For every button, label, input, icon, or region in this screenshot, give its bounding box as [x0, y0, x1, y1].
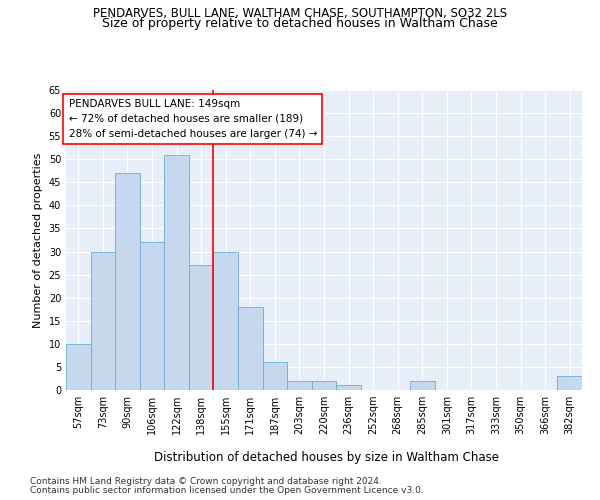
Bar [312, 381, 336, 390]
Text: Size of property relative to detached houses in Waltham Chase: Size of property relative to detached ho… [102, 18, 498, 30]
Bar [410, 381, 434, 390]
Bar [238, 307, 263, 390]
Bar [140, 242, 164, 390]
Text: PENDARVES BULL LANE: 149sqm
← 72% of detached houses are smaller (189)
28% of se: PENDARVES BULL LANE: 149sqm ← 72% of det… [68, 99, 317, 138]
Bar [287, 381, 312, 390]
Bar [557, 376, 582, 390]
Text: Contains public sector information licensed under the Open Government Licence v3: Contains public sector information licen… [30, 486, 424, 495]
Text: Distribution of detached houses by size in Waltham Chase: Distribution of detached houses by size … [155, 451, 499, 464]
Bar [164, 154, 189, 390]
Text: PENDARVES, BULL LANE, WALTHAM CHASE, SOUTHAMPTON, SO32 2LS: PENDARVES, BULL LANE, WALTHAM CHASE, SOU… [93, 8, 507, 20]
Y-axis label: Number of detached properties: Number of detached properties [33, 152, 43, 328]
Bar [115, 173, 140, 390]
Text: Contains HM Land Registry data © Crown copyright and database right 2024.: Contains HM Land Registry data © Crown c… [30, 477, 382, 486]
Bar [66, 344, 91, 390]
Bar [214, 252, 238, 390]
Bar [336, 386, 361, 390]
Bar [189, 266, 214, 390]
Bar [263, 362, 287, 390]
Bar [91, 252, 115, 390]
